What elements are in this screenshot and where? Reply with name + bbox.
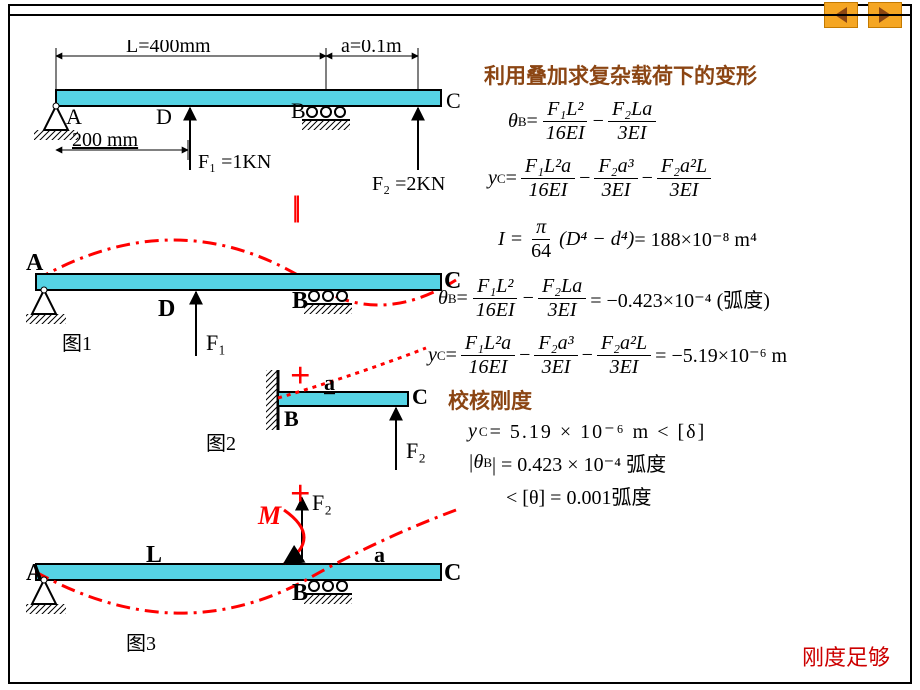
svg-text:图1: 图1 — [62, 333, 92, 355]
svg-text:F₁ =1KN: F₁ =1KN — [198, 151, 271, 173]
eq-check-theta2: < [θ] = 0.001弧度 — [506, 481, 918, 510]
plus-icon-1: + — [290, 354, 311, 396]
diagram-panel: L=400mm a=0.1m A D B C — [26, 40, 466, 680]
svg-text:F₁: F₁ — [206, 330, 226, 355]
svg-text:C: C — [412, 384, 428, 409]
dim-a: a=0.1m — [341, 40, 402, 57]
svg-text:图2: 图2 — [206, 433, 236, 455]
svg-text:图3: 图3 — [126, 633, 156, 655]
svg-text:A: A — [66, 104, 82, 129]
svg-text:C: C — [444, 560, 461, 586]
eq-yC-symbolic: yC = F₁L²a16EI − F₂a³3EI − F₂a²L3EI — [488, 155, 918, 202]
eq-check-theta1: |θB | = 0.423 × 10⁻⁴ 弧度 — [468, 448, 918, 477]
equation-panel: 利用叠加求复杂载荷下的变形 θB = F₁L²16EI − F₂La3EI yC… — [448, 60, 918, 514]
svg-text:L: L — [146, 542, 162, 568]
svg-text:D: D — [156, 104, 172, 129]
svg-text:M: M — [257, 501, 282, 530]
eq-thetaB-symbolic: θB = F₁L²16EI − F₂La3EI — [508, 98, 918, 145]
heading-stiffness-check: 校核刚度 — [448, 385, 918, 415]
eq-yC-numeric: yC = F₁L²a16EI − F₂a³3EI − F₂a²L3EI = −5… — [428, 332, 918, 379]
eq-I: I = π64 (D⁴ − d⁴) = 188×10⁻⁸ m⁴ — [498, 216, 918, 263]
prev-button[interactable] — [824, 2, 858, 28]
svg-text:a: a — [324, 370, 335, 395]
eq-thetaB-numeric: θB = F₁L²16EI − F₂La3EI = −0.423×10⁻⁴ (弧… — [438, 275, 918, 322]
svg-text:F₂ =2KN: F₂ =2KN — [372, 173, 445, 195]
svg-text:A: A — [26, 250, 44, 276]
heading-superposition: 利用叠加求复杂载荷下的变形 — [484, 60, 918, 90]
next-button[interactable] — [868, 2, 902, 28]
eq-check-y: yC = 5.19 × 10⁻⁶ m < [δ] — [468, 419, 918, 444]
dim-L: L=400mm — [126, 40, 211, 57]
svg-text:F₂: F₂ — [406, 438, 426, 463]
beam-diagrams-svg: L=400mm a=0.1m A D B C — [26, 40, 466, 680]
eq-sign-icon: || — [292, 190, 297, 224]
svg-text:a: a — [374, 542, 385, 567]
arrow-left-icon — [835, 7, 847, 23]
slide-frame: L=400mm a=0.1m A D B C — [8, 4, 912, 684]
svg-text:200 mm: 200 mm — [72, 129, 139, 151]
svg-text:B: B — [284, 406, 299, 431]
arrow-right-icon — [879, 7, 891, 23]
svg-text:F₂: F₂ — [312, 490, 332, 515]
svg-text:D: D — [158, 296, 175, 322]
plus-icon-2: + — [290, 472, 311, 514]
conclusion-text: 刚度足够 — [802, 640, 890, 672]
